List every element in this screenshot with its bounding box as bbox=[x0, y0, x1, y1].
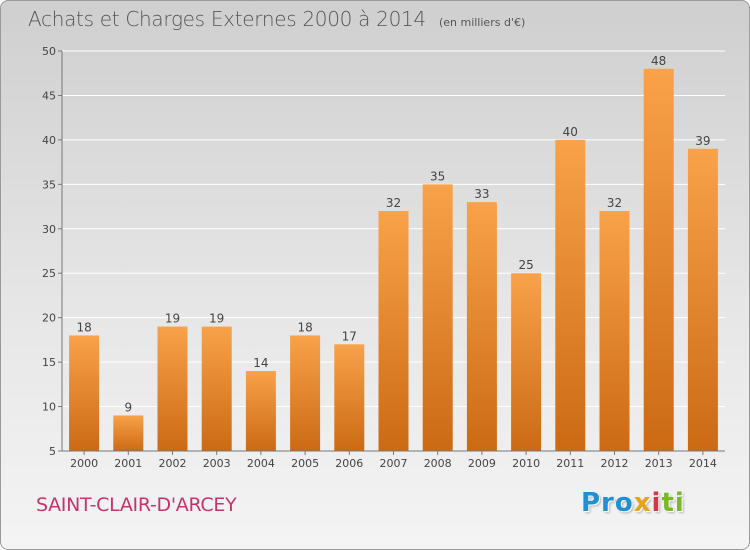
x-tick-label: 2013 bbox=[645, 457, 673, 470]
bar bbox=[511, 273, 542, 451]
y-tick-label: 35 bbox=[42, 178, 56, 191]
bar-value-label: 32 bbox=[607, 196, 622, 210]
axes bbox=[61, 51, 725, 452]
y-tick-label: 10 bbox=[42, 401, 56, 414]
logo-part: x bbox=[633, 488, 652, 518]
x-tick-label: 2011 bbox=[556, 457, 584, 470]
bar bbox=[69, 335, 100, 451]
logo-part: ti bbox=[661, 488, 685, 518]
y-tick-label: 50 bbox=[42, 45, 56, 58]
bar bbox=[555, 139, 586, 451]
x-tick-label: 2000 bbox=[70, 457, 98, 470]
y-axis-ticks: 5 10 15 20 25 30 35 40 45 50 bbox=[42, 45, 62, 458]
y-tick-label: 25 bbox=[42, 267, 56, 280]
bar bbox=[466, 202, 497, 451]
x-tick-label: 2010 bbox=[512, 457, 540, 470]
y-tick-label: 20 bbox=[42, 312, 56, 325]
x-tick-label: 2005 bbox=[291, 457, 319, 470]
bar-value-label: 14 bbox=[253, 356, 268, 370]
x-tick-label: 2009 bbox=[468, 457, 496, 470]
x-tick-label: 2014 bbox=[689, 457, 717, 470]
x-tick-label: 2004 bbox=[247, 457, 275, 470]
y-tick-label: 40 bbox=[42, 134, 56, 147]
bar-value-label: 18 bbox=[297, 320, 312, 334]
bar-value-label: 40 bbox=[563, 125, 578, 139]
bar bbox=[643, 68, 674, 452]
chart-title-main: Achats et Charges Externes 2000 à 2014 bbox=[28, 7, 426, 31]
bar bbox=[422, 184, 453, 452]
bar bbox=[599, 211, 630, 451]
x-tick-label: 2006 bbox=[335, 457, 363, 470]
x-tick-label: 2012 bbox=[601, 457, 629, 470]
x-tick-label: 2007 bbox=[380, 457, 408, 470]
bar-value-label: 19 bbox=[209, 312, 224, 326]
logo-part: Pro bbox=[581, 488, 634, 518]
bar-value-label: 18 bbox=[76, 320, 91, 334]
bar-value-label: 17 bbox=[342, 329, 357, 343]
bar-value-label: 19 bbox=[165, 312, 180, 326]
bar-value-label: 32 bbox=[386, 196, 401, 210]
bar bbox=[290, 335, 321, 451]
bar bbox=[113, 415, 144, 451]
x-tick-label: 2002 bbox=[159, 457, 187, 470]
bar-value-label: 39 bbox=[695, 134, 710, 148]
bars: 18 9 19 19 14 18 17 32 35 33 25 40 32 48 39 bbox=[69, 54, 718, 452]
x-axis-labels: 2000 2001 2002 2003 2004 2005 2006 2007 2008 2009… bbox=[70, 451, 717, 470]
bar-value-label: 25 bbox=[518, 258, 533, 272]
chart-title: Achats et Charges Externes 2000 à 2014 (… bbox=[28, 7, 525, 31]
bar bbox=[157, 326, 188, 451]
x-tick-label: 2001 bbox=[114, 457, 142, 470]
bar-value-label: 33 bbox=[474, 187, 489, 201]
bar-value-label: 9 bbox=[124, 400, 132, 414]
y-tick-label: 15 bbox=[42, 356, 56, 369]
proxiti-logo[interactable]: Proxiti bbox=[581, 488, 685, 518]
logo-part: i bbox=[651, 488, 662, 518]
chart-title-unit: (en milliers d'€) bbox=[438, 16, 526, 29]
bar bbox=[201, 326, 232, 451]
x-tick-label: 2008 bbox=[424, 457, 452, 470]
bar-value-label: 35 bbox=[430, 169, 445, 183]
bar-value-label: 48 bbox=[651, 54, 666, 68]
bar bbox=[687, 148, 718, 451]
bar bbox=[378, 211, 409, 451]
y-tick-label: 45 bbox=[42, 89, 56, 102]
bar bbox=[334, 344, 365, 451]
bar bbox=[245, 371, 276, 451]
y-tick-label: 5 bbox=[49, 445, 56, 458]
commune-name: SAINT-CLAIR-D'ARCEY bbox=[36, 494, 237, 516]
y-tick-label: 30 bbox=[42, 223, 56, 236]
x-tick-label: 2003 bbox=[203, 457, 231, 470]
